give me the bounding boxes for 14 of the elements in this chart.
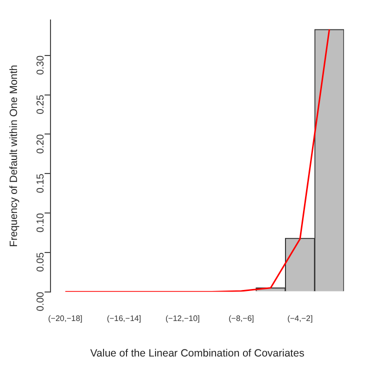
y-tick-label: 0.20	[35, 134, 46, 154]
y-tick-label: 0.15	[35, 173, 46, 194]
x-tick-label: (−12,−10]	[166, 314, 200, 323]
y-tick-label: 0.30	[35, 55, 46, 75]
y-axis-title: Frequency of Default within One Month	[8, 64, 20, 247]
x-tick-label: (−20,−18]	[48, 314, 82, 323]
x-tick-label: (−8,−6]	[228, 314, 254, 323]
y-tick-label: 0.25	[35, 94, 46, 114]
y-tick-label: 0.00	[35, 291, 46, 312]
y-tick-label: 0.05	[35, 252, 46, 272]
x-tick-label: (−16,−14]	[106, 314, 142, 323]
x-tick-label: (−4,−2]	[287, 314, 313, 323]
y-tick-label: 0.10	[35, 212, 46, 232]
x-axis-title: Value of the Linear Combination of Covariates	[90, 348, 304, 360]
